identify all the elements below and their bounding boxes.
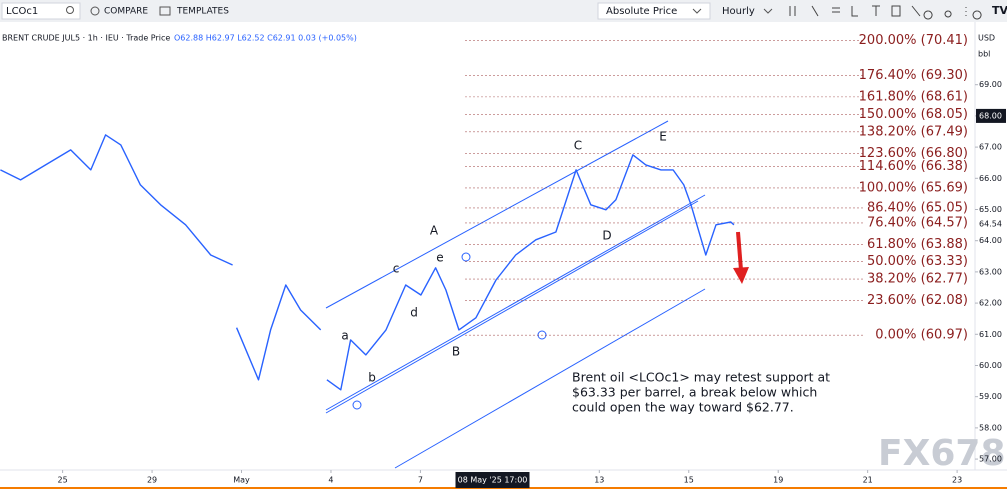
y-tick-label: 69.00 (979, 80, 1002, 89)
wave-label: c (393, 262, 400, 276)
logo[interactable]: TV (992, 4, 1007, 17)
x-tick-label: 25 (58, 476, 68, 485)
anchor-point[interactable] (352, 400, 362, 410)
interval[interactable]: Hourly (722, 6, 755, 17)
channel-lower (325, 194, 706, 411)
wave-label: D (602, 229, 611, 243)
y-tick-label: 61.00 (979, 330, 1002, 339)
compare-button[interactable]: COMPARE (104, 7, 148, 17)
marked-price-box (976, 108, 1006, 123)
y-tick-label: 57.00 (979, 455, 1002, 464)
fib-level-label: 161.80% (68.61) (859, 89, 968, 104)
plot-area (0, 22, 975, 470)
x-tick-label: May (233, 476, 250, 485)
wave-label: b (368, 371, 376, 385)
symbol-box[interactable] (1, 2, 81, 20)
red-arrow (733, 231, 749, 284)
x-tick-label: 7 (418, 476, 423, 485)
note-line: $63.33 per barrel, a break below which (572, 385, 817, 400)
watermark: FX678 (878, 433, 1006, 474)
wave-label: B (452, 345, 460, 359)
fib-level-label: 23.60% (62.08) (867, 293, 968, 308)
note-line: could open the way toward $62.77. (572, 400, 794, 415)
price-mode-box[interactable] (597, 2, 711, 20)
fib-level-label: 138.20% (67.49) (859, 124, 968, 139)
channel-lines (325, 120, 706, 469)
fib-level-label: 0.00% (60.97) (875, 328, 968, 343)
marked-price-label: 68.00 (979, 111, 1002, 120)
price-line (0, 134, 735, 391)
x-tick-label: 21 (863, 476, 873, 485)
crosshair-label-box (455, 472, 530, 488)
fib-level-label: 123.60% (66.80) (859, 146, 968, 161)
channel-upper (325, 120, 669, 309)
chart-title: BRENT CRUDE JUL5 · 1h · IEU · Trade Pric… (2, 34, 170, 43)
channel-bottom (394, 288, 706, 469)
anchor-point[interactable] (461, 252, 471, 262)
fib-level-label: 150.00% (68.05) (859, 107, 968, 122)
wave-label: C (574, 139, 582, 153)
templates-icon[interactable] (159, 6, 171, 16)
y-tick-label: 64.00 (979, 236, 1002, 245)
unit: bbl (978, 50, 990, 59)
fib-level-label: 76.40% (64.57) (867, 215, 968, 230)
x-tick-label: 15 (684, 476, 694, 485)
fib-level-label: 50.00% (63.33) (867, 254, 968, 269)
y-tick-label: 58.00 (979, 423, 1002, 432)
dropdown-icon[interactable] (763, 8, 773, 14)
y-tick-label: 67.00 (979, 143, 1002, 152)
templates-button[interactable]: TEMPLATES (176, 7, 229, 17)
x-tick-label: 23 (952, 476, 962, 485)
dropdown-icon[interactable] (692, 8, 702, 14)
wave-label: e (436, 251, 443, 265)
fib-level-label: 114.60% (66.38) (859, 159, 968, 174)
y-tick-label: 62.00 (979, 299, 1002, 308)
price-mode[interactable]: Absolute Price (606, 6, 677, 17)
y-tick-label: 66.00 (979, 174, 1002, 183)
toolbar (0, 0, 1007, 22)
fib-level-label: 100.00% (65.69) (859, 180, 968, 195)
y-tick-label: 59.00 (979, 392, 1002, 401)
x-tick-label: 4 (328, 476, 333, 485)
last-price-box (976, 217, 1006, 230)
channel-lower-parallel (325, 200, 699, 414)
toolbar-icons[interactable] (789, 5, 982, 20)
fib-level-label: 176.40% (69.30) (859, 68, 968, 83)
wave-label: d (410, 306, 418, 320)
x-tick-label: 29 (147, 476, 157, 485)
symbol[interactable]: LCOc1 (6, 6, 38, 17)
compare-icon[interactable] (90, 6, 100, 16)
fib-level-label: 61.80% (63.88) (867, 237, 968, 252)
x-tick-label: 19 (773, 476, 783, 485)
crosshair-label: 08 May '25 17:00 (458, 476, 528, 485)
ohlc-info: O62.88 H62.97 L62.52 C62.91 0.03 (+0.05%… (174, 34, 357, 43)
y-tick-label: 60.00 (979, 361, 1002, 370)
fib-level-label: 38.20% (62.77) (867, 272, 968, 287)
currency: USD (978, 34, 995, 43)
x-tick-label: 13 (594, 476, 604, 485)
fib-level-label: 86.40% (65.05) (867, 200, 968, 215)
wave-label: E (659, 130, 667, 144)
y-tick-label: 65.00 (979, 205, 1002, 214)
last-price-label: 64.54 (979, 219, 1002, 228)
y-tick-label: 63.00 (979, 267, 1002, 276)
wave-label: A (430, 224, 439, 238)
search-icon[interactable] (66, 6, 74, 14)
fib-level-label: 200.00% (70.41) (859, 33, 968, 48)
note-line: Brent oil <LCOc1> may retest support at (572, 370, 830, 385)
wave-label: a (341, 329, 348, 343)
